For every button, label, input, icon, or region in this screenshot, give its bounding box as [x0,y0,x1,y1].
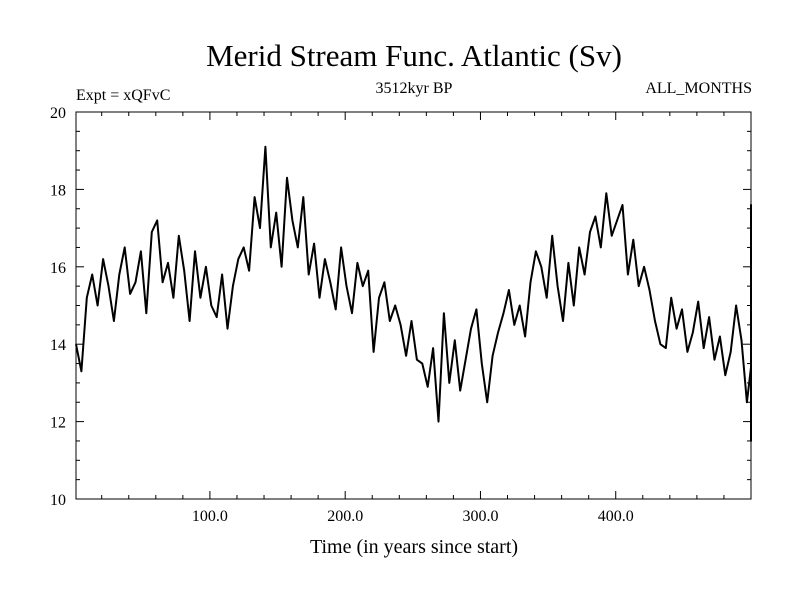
chart-title: Merid Stream Func. Atlantic (Sv) [206,38,622,73]
y-tick-label: 10 [50,492,66,509]
period-label: 3512kyr BP [376,80,453,97]
months-label: ALL_MONTHS [645,80,752,97]
y-tick-label: 14 [50,337,66,354]
axis-ticks [76,111,751,500]
x-tick-label: 400.0 [598,508,634,525]
x-tick-label: 100.0 [192,508,228,525]
x-axis-label: Time (in years since start) [310,536,518,558]
x-tick-label: 300.0 [462,508,498,525]
y-tick-label: 20 [50,105,66,122]
x-tick-label: 200.0 [327,508,363,525]
series-line-0 [75,145,752,442]
y-tick-label: 16 [50,260,66,277]
plot-frame [75,111,752,500]
y-tick-label: 12 [50,415,66,432]
series-group [75,145,752,442]
axis-tick-labels: 10 12 14 16 18 20 100.0 200.0 300.0 400.0 [50,105,634,525]
y-tick-label: 18 [50,182,66,199]
experiment-label: Expt = xQFvC [76,87,170,104]
